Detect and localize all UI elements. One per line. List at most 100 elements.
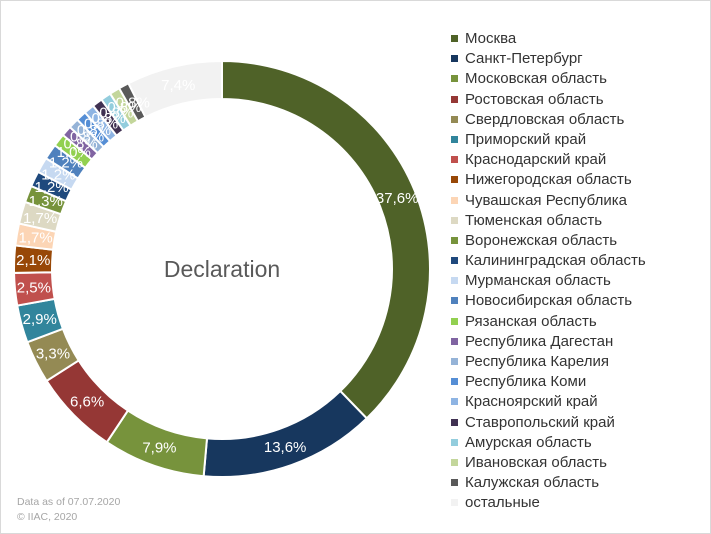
- legend-swatch: [451, 398, 458, 406]
- legend-swatch: [451, 196, 458, 204]
- legend-item-21: Амурская область: [451, 433, 646, 453]
- slice-label-18: 0,8%: [77, 122, 111, 139]
- legend-swatch: [451, 337, 458, 345]
- slice-label-3: 7,9%: [142, 439, 176, 456]
- legend-label: Ивановская область: [465, 453, 607, 471]
- slice-label-24: 7,4%: [161, 77, 195, 94]
- legend-item-12: Калининградская область: [451, 251, 646, 271]
- legend-label: Рязанская область: [465, 312, 597, 330]
- legend-swatch: [451, 499, 458, 507]
- slice-label-9: 1,7%: [19, 230, 53, 247]
- legend-item-13: Мурманская область: [451, 271, 646, 291]
- legend-swatch: [451, 35, 458, 42]
- slice-label-1: 37,6%: [376, 190, 419, 207]
- legend-swatch: [451, 438, 458, 446]
- legend-item-17: Республика Карелия: [451, 352, 646, 372]
- slice-label-2: 13,6%: [264, 439, 307, 456]
- legend-label: Новосибирская область: [465, 292, 633, 310]
- legend-item-11: Воронежская область: [451, 231, 646, 251]
- legend-label: Приморский край: [465, 130, 587, 148]
- legend-label: Республика Дагестан: [465, 332, 614, 350]
- legend-swatch: [451, 135, 458, 143]
- legend-label: Амурская область: [465, 433, 592, 451]
- legend-label: остальные: [465, 494, 540, 512]
- slice-label-4: 6,6%: [70, 393, 104, 410]
- legend-swatch: [451, 418, 458, 426]
- slice-label-23: 0,8%: [116, 94, 150, 111]
- copyright-note: © IIAC, 2020: [17, 511, 78, 523]
- slice-label-5: 3,3%: [36, 346, 70, 363]
- legend-label: Свердловская область: [465, 110, 625, 128]
- slice-24: [127, 59, 223, 119]
- legend-label: Санкт-Петербург: [465, 50, 583, 68]
- legend-swatch: [451, 479, 458, 487]
- slice-label-7: 2,5%: [17, 279, 51, 296]
- legend-item-6: Приморский край: [451, 130, 646, 150]
- legend-label: Республика Коми: [465, 373, 587, 391]
- legend-item-8: Нижегородская область: [451, 170, 646, 190]
- legend-label: Красноярский край: [465, 393, 598, 411]
- legend-item-3: Московская область: [451, 69, 646, 89]
- legend-item-20: Ставропольский край: [451, 413, 646, 433]
- slice-label-21: 0,8%: [99, 104, 133, 121]
- legend-label: Чувашская Республика: [465, 191, 627, 209]
- chart-title: Declaration: [164, 256, 280, 282]
- legend-item-5: Свердловская область: [451, 110, 646, 130]
- slice-label-12: 1,2%: [35, 179, 69, 196]
- legend-item-14: Новосибирская область: [451, 291, 646, 311]
- legend-label: Московская область: [465, 70, 607, 88]
- slice-2: [202, 389, 369, 478]
- legend-label: Республика Карелия: [465, 353, 609, 370]
- slice-label-8: 2,1%: [16, 252, 50, 269]
- legend-label: Калининградская область: [465, 252, 646, 270]
- legend-label: Воронежская область: [465, 231, 618, 249]
- legend-swatch: [451, 458, 458, 466]
- legend-label: Краснодарский край: [465, 151, 607, 169]
- slice-label-6: 2,9%: [23, 311, 57, 328]
- chart-legend: Москва Санкт-Петербург Московская область Р…: [451, 29, 646, 514]
- legend-swatch: [451, 55, 458, 63]
- legend-item-7: Краснодарский край: [451, 150, 646, 170]
- legend-item-15: Рязанская область: [451, 312, 646, 332]
- legend-swatch: [451, 358, 458, 365]
- legend-label: Ставропольский край: [465, 413, 615, 431]
- legend-swatch: [451, 257, 458, 265]
- legend-label: Нижегородская область: [465, 171, 632, 189]
- legend-item-18: Республика Коми: [451, 372, 646, 392]
- legend-swatch: [451, 156, 458, 164]
- legend-swatch: [451, 95, 458, 103]
- data-date-note: Data as of 07.07.2020: [17, 496, 121, 508]
- chart-footer: Data as of 07.07.2020 © IIAC, 2020: [17, 495, 120, 525]
- slice-label-14: 1,2%: [49, 154, 83, 171]
- slice-label-19: 0,8%: [84, 116, 118, 133]
- legend-item-19: Красноярский край: [451, 392, 646, 412]
- legend-item-24: остальные: [451, 493, 646, 513]
- legend-label: Мурманская область: [465, 272, 611, 290]
- legend-swatch: [451, 297, 458, 305]
- legend-swatch: [451, 236, 458, 244]
- slice-1: [221, 59, 431, 420]
- slice-label-10: 1,7%: [23, 210, 57, 227]
- legend-item-4: Ростовская область: [451, 90, 646, 110]
- legend-item-9: Чувашская Республика: [451, 191, 646, 211]
- slice-label-20: 0,8%: [92, 110, 126, 127]
- legend-label: Ростовская область: [465, 90, 604, 108]
- slice-label-11: 1,3%: [29, 193, 63, 210]
- legend-swatch: [451, 317, 458, 325]
- legend-label: Тюменская область: [465, 211, 603, 229]
- legend-swatch: [451, 176, 458, 184]
- legend-label: Москва: [465, 30, 517, 47]
- legend-swatch: [451, 378, 458, 386]
- slice-label-22: 0,8%: [107, 99, 141, 116]
- legend-swatch: [451, 75, 458, 83]
- legend-swatch: [451, 115, 458, 123]
- legend-item-23: Калужская область: [451, 473, 646, 493]
- legend-label: Калужская область: [465, 474, 600, 492]
- slice-label-16: 0,8%: [63, 136, 97, 153]
- legend-item-10: Тюменская область: [451, 211, 646, 231]
- slice-label-13: 1,2%: [41, 167, 75, 184]
- legend-item-2: Санкт-Петербург: [451, 49, 646, 69]
- slice-label-15: 1,0%: [57, 144, 91, 161]
